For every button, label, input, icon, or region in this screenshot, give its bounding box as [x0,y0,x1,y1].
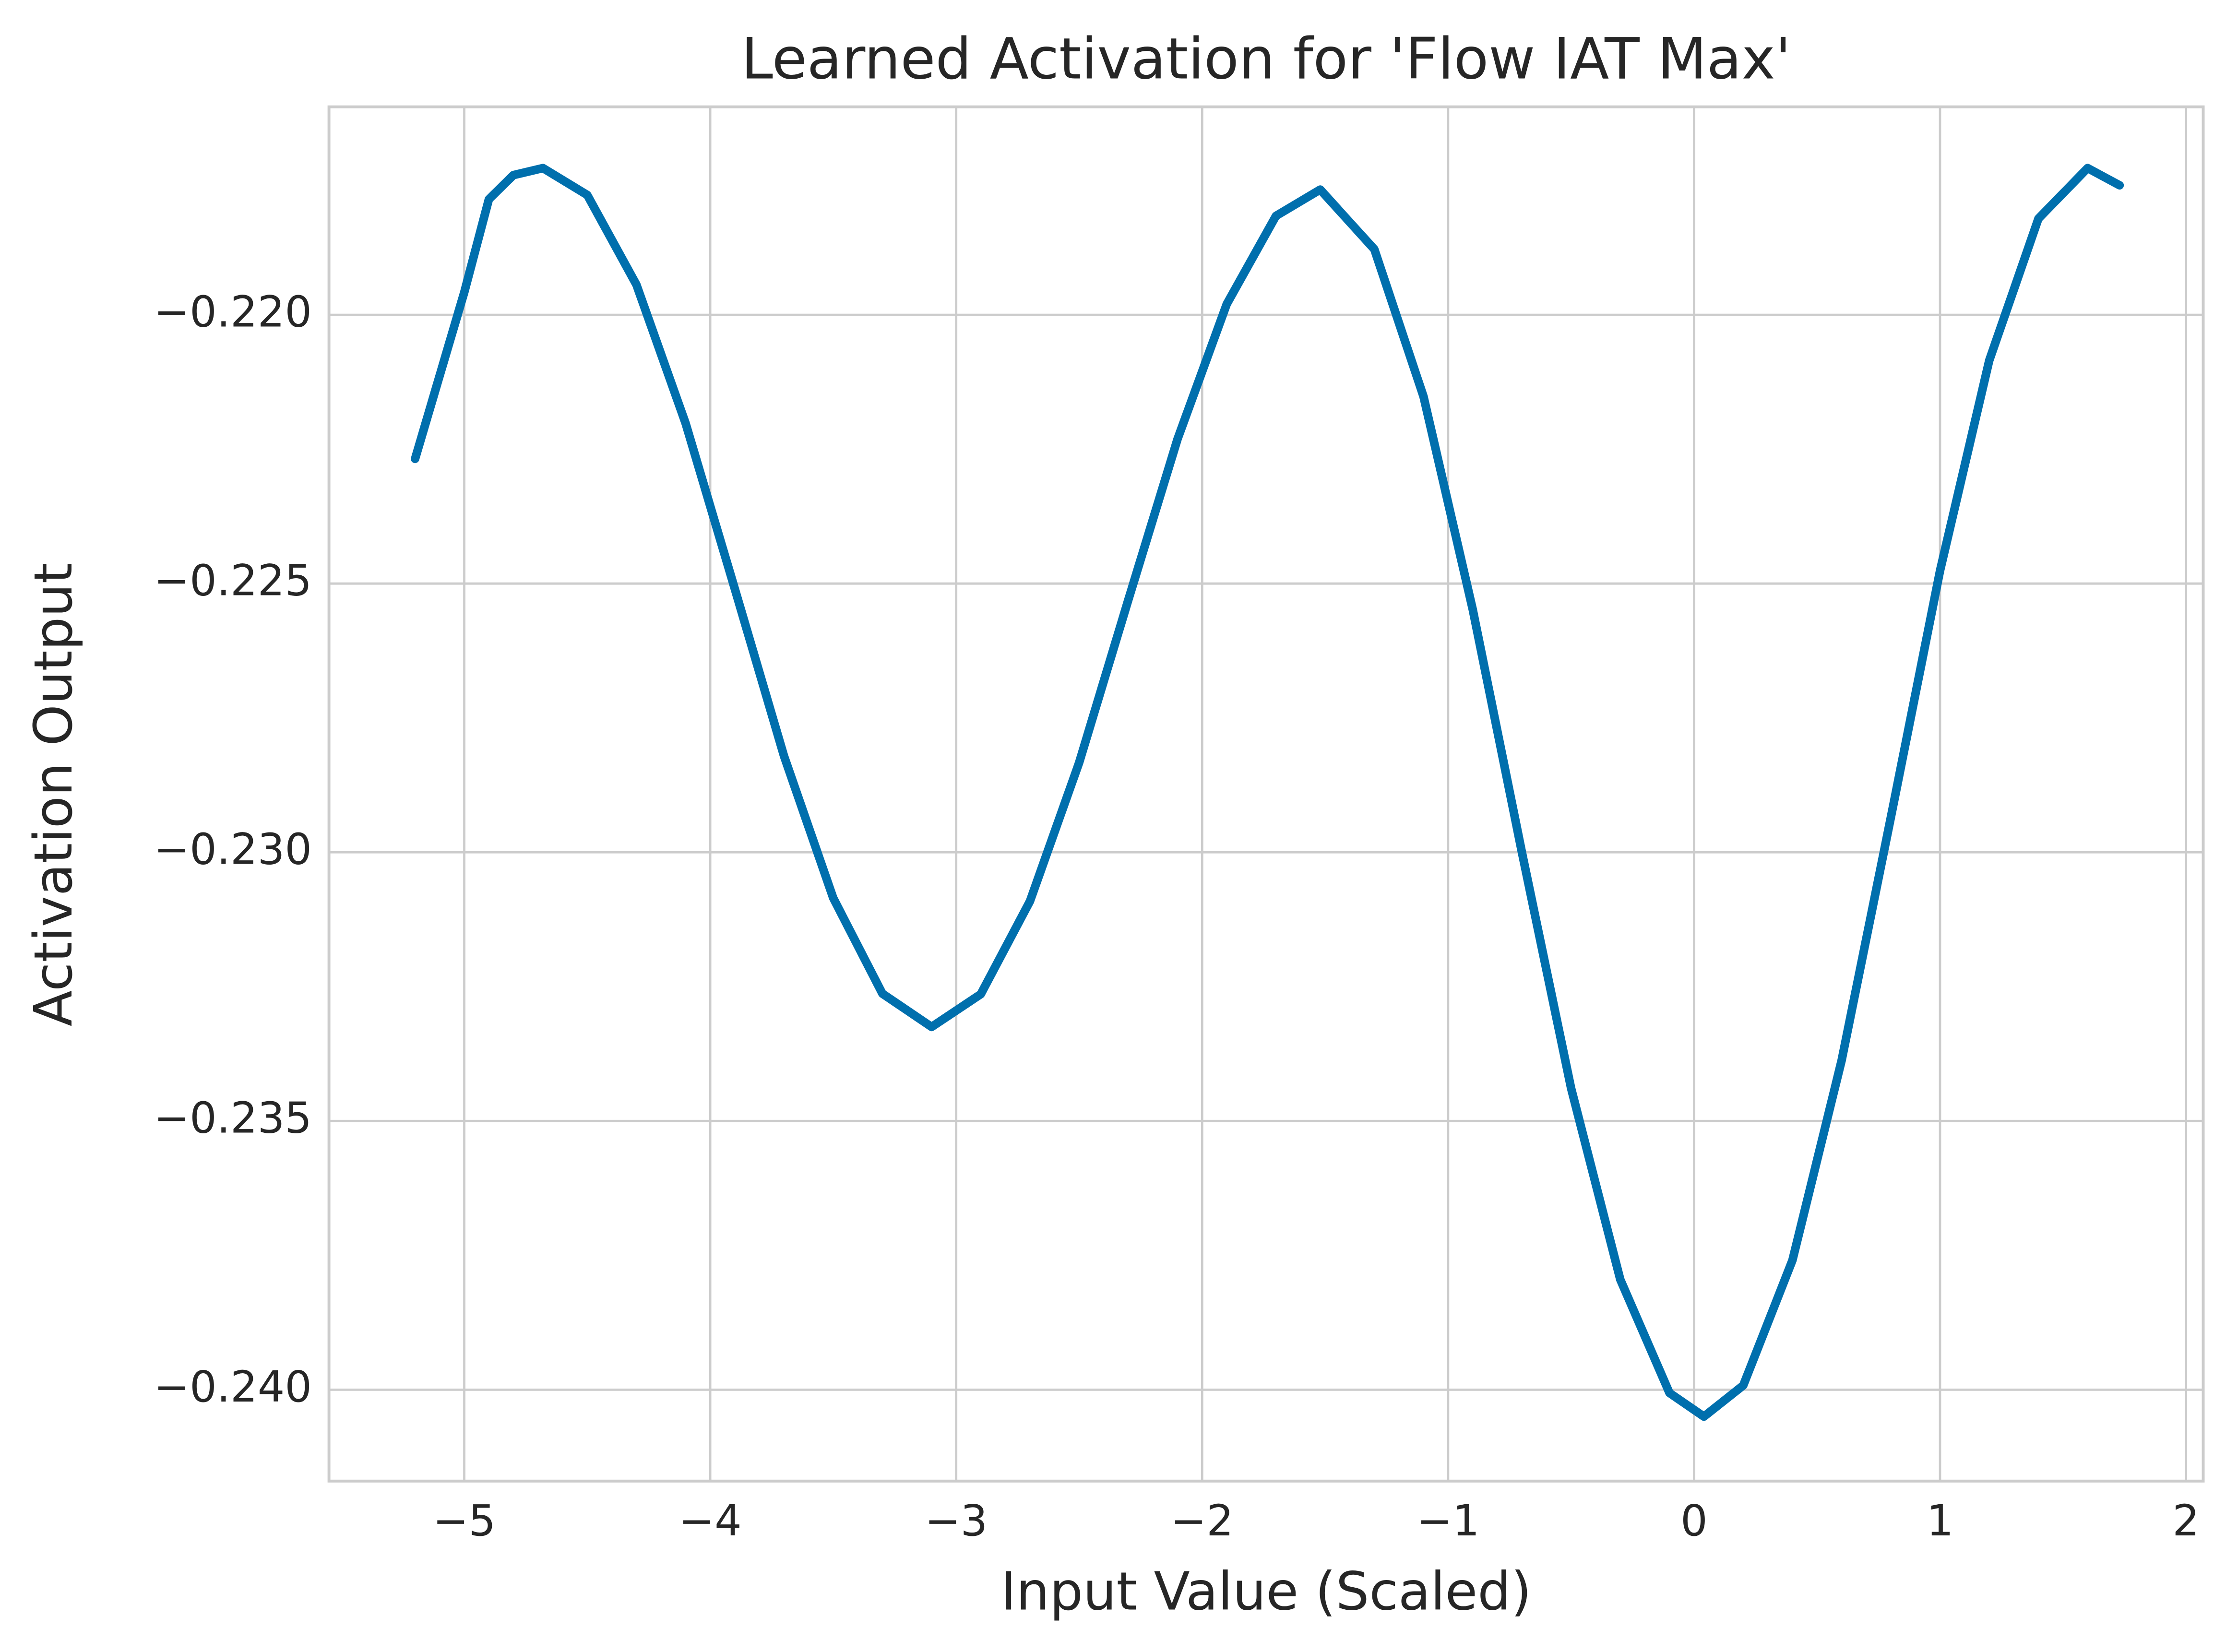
y-tick-label: −0.240 [154,1362,312,1412]
y-tick-label: −0.225 [154,556,312,606]
x-tick-label: −2 [1171,1496,1234,1545]
y-tick-label: −0.220 [154,287,312,337]
x-tick-label: 0 [1680,1496,1708,1545]
x-tick-label: 2 [2172,1496,2200,1545]
x-tick-label: −4 [679,1496,741,1545]
plot-frame [327,105,2205,1483]
x-tick-label: −3 [925,1496,988,1545]
line-series [411,164,2124,1421]
x-tick-label: 1 [1927,1496,1954,1545]
y-tick-label: −0.235 [154,1093,312,1143]
x-tick-label: −1 [1417,1496,1479,1545]
y-tick-label: −0.230 [154,824,312,874]
chart-title: Learned Activation for 'Flow IAT Max' [741,25,1791,92]
x-tick-label: −5 [433,1496,496,1545]
x-axis-label: Input Value (Scaled) [1000,1560,1531,1622]
y-axis-label: Activation Output [23,563,84,1026]
